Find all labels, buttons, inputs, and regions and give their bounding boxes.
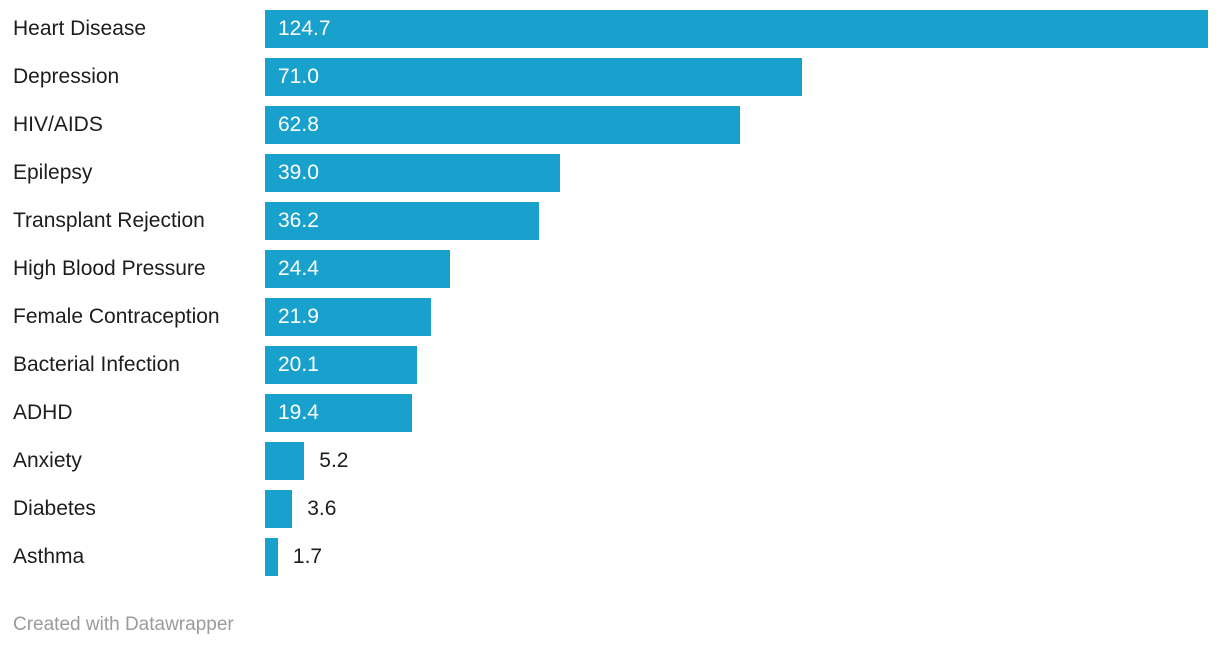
chart-row: HIV/AIDS 62.8 bbox=[0, 106, 1220, 154]
chart-row: High Blood Pressure 24.4 bbox=[0, 250, 1220, 298]
bar[interactable] bbox=[265, 442, 305, 480]
bar-track: 124.7 bbox=[265, 10, 1208, 48]
value-label: 21.9 bbox=[278, 305, 319, 328]
bar[interactable] bbox=[265, 490, 293, 528]
category-label: HIV/AIDS bbox=[13, 113, 103, 136]
value-label: 3.6 bbox=[307, 497, 337, 520]
bar-track: 1.7 bbox=[265, 538, 1208, 576]
category-label: Heart Disease bbox=[13, 17, 147, 40]
chart-row: Female Contraception 21.9 bbox=[0, 298, 1220, 346]
chart-row: ADHD 19.4 bbox=[0, 394, 1220, 442]
chart-row: Anxiety 5.2 bbox=[0, 442, 1220, 490]
chart-row: Depression 71.0 bbox=[0, 58, 1220, 106]
category-label: Bacterial Infection bbox=[13, 353, 180, 376]
category-label: Depression bbox=[13, 65, 120, 88]
category-label: Diabetes bbox=[13, 497, 96, 520]
bar[interactable]: 20.1 bbox=[265, 346, 417, 384]
chart-row: Heart Disease 124.7 bbox=[0, 10, 1220, 58]
bar[interactable]: 36.2 bbox=[265, 202, 539, 240]
value-label: 36.2 bbox=[278, 209, 319, 232]
bar-track: 20.1 bbox=[265, 346, 1208, 384]
chart-row: Asthma 1.7 bbox=[0, 538, 1220, 586]
bar[interactable]: 21.9 bbox=[265, 298, 431, 336]
category-label: Transplant Rejection bbox=[13, 209, 205, 232]
value-label: 5.2 bbox=[319, 449, 349, 472]
category-label: Epilepsy bbox=[13, 161, 93, 184]
bar-track: 3.6 bbox=[265, 490, 1208, 528]
bar-track: 39.0 bbox=[265, 154, 1208, 192]
bar[interactable]: 124.7 bbox=[265, 10, 1208, 48]
datawrapper-credit: Created with Datawrapper bbox=[13, 614, 234, 635]
bar[interactable]: 24.4 bbox=[265, 250, 450, 288]
value-label: 20.1 bbox=[278, 353, 319, 376]
bar-track: 36.2 bbox=[265, 202, 1208, 240]
chart-row: Transplant Rejection 36.2 bbox=[0, 202, 1220, 250]
category-label: Female Contraception bbox=[13, 305, 220, 328]
value-label: 24.4 bbox=[278, 257, 319, 280]
value-label: 1.7 bbox=[292, 545, 323, 568]
chart-row: Epilepsy 39.0 bbox=[0, 154, 1220, 202]
bar[interactable]: 19.4 bbox=[265, 394, 412, 432]
bar-track: 21.9 bbox=[265, 298, 1208, 336]
value-label: 39.0 bbox=[278, 161, 319, 184]
bar-chart-rows: Heart Disease 124.7 Depression 71.0 HIV/AIDS… bbox=[0, 10, 1220, 586]
bar[interactable]: 71.0 bbox=[265, 58, 802, 96]
bar-track: 19.4 bbox=[265, 394, 1208, 432]
bar[interactable]: 62.8 bbox=[265, 106, 740, 144]
category-label: ADHD bbox=[13, 401, 73, 424]
value-label: 71.0 bbox=[278, 65, 319, 88]
bar-track: 5.2 bbox=[265, 442, 1208, 480]
category-label: Anxiety bbox=[13, 449, 82, 472]
bar-track: 24.4 bbox=[265, 250, 1208, 288]
value-label: 124.7 bbox=[278, 17, 331, 40]
bar-track: 62.8 bbox=[265, 106, 1208, 144]
chart-row: Diabetes 3.6 bbox=[0, 490, 1220, 538]
chart-row: Bacterial Infection 20.1 bbox=[0, 346, 1220, 394]
category-label: High Blood Pressure bbox=[13, 257, 206, 280]
bar[interactable] bbox=[265, 538, 278, 576]
value-label: 62.8 bbox=[278, 113, 319, 136]
value-label: 19.4 bbox=[278, 401, 319, 424]
category-label: Asthma bbox=[13, 545, 85, 568]
bar-track: 71.0 bbox=[265, 58, 1208, 96]
bar[interactable]: 39.0 bbox=[265, 154, 560, 192]
